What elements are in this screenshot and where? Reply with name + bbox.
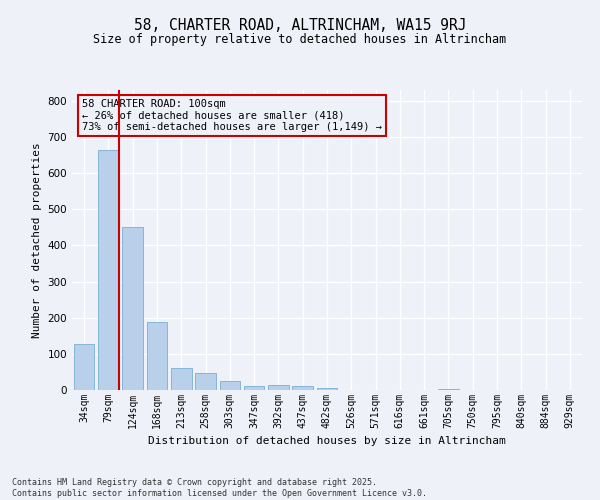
Bar (317, 388, 337, 390)
Bar (171, 368, 191, 390)
Bar (268, 384, 289, 390)
Bar (98, 150, 119, 390)
Text: 58, CHARTER ROAD, ALTRINCHAM, WA15 9RJ: 58, CHARTER ROAD, ALTRINCHAM, WA15 9RJ (134, 18, 466, 32)
Bar (244, 386, 265, 390)
Y-axis label: Number of detached properties: Number of detached properties (32, 142, 42, 338)
Bar (122, 228, 143, 390)
Bar (220, 380, 240, 390)
X-axis label: Distribution of detached houses by size in Altrincham: Distribution of detached houses by size … (148, 436, 506, 446)
Text: 58 CHARTER ROAD: 100sqm
← 26% of detached houses are smaller (418)
73% of semi-d: 58 CHARTER ROAD: 100sqm ← 26% of detache… (82, 99, 382, 132)
Bar (292, 386, 313, 390)
Bar (438, 388, 459, 390)
Bar (74, 344, 94, 390)
Text: Size of property relative to detached houses in Altrincham: Size of property relative to detached ho… (94, 32, 506, 46)
Bar (146, 322, 167, 390)
Bar (195, 373, 216, 390)
Text: Contains HM Land Registry data © Crown copyright and database right 2025.
Contai: Contains HM Land Registry data © Crown c… (12, 478, 427, 498)
